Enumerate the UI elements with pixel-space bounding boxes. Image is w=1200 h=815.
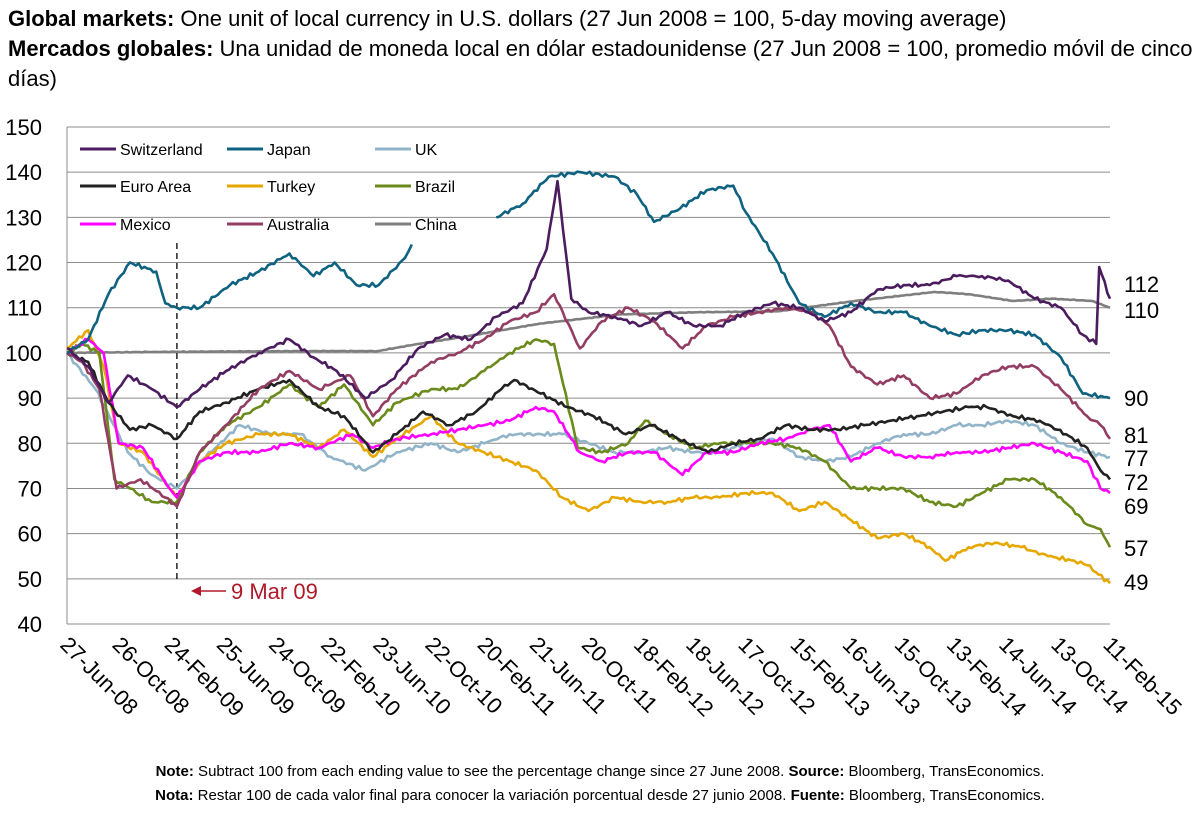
series-line-switzerland (66, 179, 1112, 409)
y-tick-label: 50 (18, 567, 42, 592)
end-value-label: 81 (1124, 423, 1148, 448)
y-tick-label: 120 (5, 251, 42, 276)
annotation: 9 Mar 09 (176, 243, 318, 604)
title-spanish: Mercados globales: Una unidad de moneda … (8, 34, 1193, 94)
series-line-uk (66, 351, 1111, 490)
y-tick-label: 110 (7, 296, 42, 321)
y-tick-label: 90 (18, 386, 42, 411)
end-value-label: 49 (1124, 570, 1148, 595)
legend-label: UK (415, 142, 438, 159)
legend-label: Euro Area (120, 179, 191, 196)
gridlines (66, 126, 1110, 625)
series-lines (66, 170, 1112, 585)
legend: Switzerland Japan UK Euro Area Turkey Brazil M… (80, 142, 457, 234)
fuente-text: Bloomberg, TransEconomics. (844, 787, 1045, 804)
line-chart: 40 50 60 70 80 90 100 110 120 130 140 150 27-Jun-08… (5, 115, 1186, 721)
series-line-china (66, 290, 1111, 355)
footnotes: Note: Subtract 100 from each ending valu… (0, 760, 1200, 808)
legend-label: Switzerland (120, 142, 203, 159)
source-label: Source: (788, 763, 845, 780)
note-label: Note: (155, 763, 194, 780)
y-tick-label: 40 (18, 612, 42, 637)
end-value-label: 72 (1124, 470, 1148, 495)
series-line-japan (66, 243, 413, 355)
y-tick-label: 140 (5, 160, 42, 185)
series-line-brazil (66, 338, 1112, 548)
end-value-label: 112 (1124, 272, 1159, 297)
title-english-text: One unit of local currency in U.S. dolla… (174, 6, 1007, 31)
annotation-arrowhead (191, 586, 201, 596)
legend-label: China (415, 217, 457, 234)
series-line-euro-area (66, 351, 1112, 481)
legend-label: Australia (267, 217, 329, 234)
title-english-bold: Global markets: (8, 6, 175, 31)
title-spanish-bold: Mercados globales: (8, 36, 214, 61)
series-line-japan (495, 170, 1111, 400)
series-line-mexico (66, 337, 1111, 499)
y-tick-label: 60 (18, 522, 42, 547)
note-text: Subtract 100 from each ending value to s… (193, 763, 789, 780)
annotation-label: 9 Mar 09 (231, 579, 318, 604)
end-value-label: 69 (1124, 494, 1148, 519)
y-tick-label: 80 (18, 431, 42, 456)
y-tick-label: 150 (5, 115, 42, 140)
series-line-australia (66, 292, 1112, 508)
fuente-label: Fuente: (790, 787, 845, 804)
note-english: Note: Subtract 100 from each ending valu… (0, 760, 1200, 784)
end-value-label: 90 (1124, 386, 1148, 411)
y-axis-ticks: 40 50 60 70 80 90 100 110 120 130 140 150 (5, 115, 42, 637)
y-tick-label: 130 (5, 205, 42, 230)
end-value-label: 110 (1124, 298, 1159, 323)
end-value-label: 57 (1124, 536, 1148, 561)
nota-text: Restar 100 de cada valor final para cono… (193, 787, 791, 804)
title-spanish-text: Una unidad de moneda local en dólar esta… (8, 36, 1193, 91)
x-axis-ticks: 27-Jun-0826-Oct-0824-Feb-0925-Jun-0924-O… (55, 632, 1186, 721)
series-line-turkey (66, 329, 1112, 585)
note-spanish: Nota: Restar 100 de cada valor final par… (0, 784, 1200, 808)
legend-label: Mexico (120, 217, 171, 234)
chart-title-block: Global markets: One unit of local curren… (8, 4, 1193, 94)
end-value-label: 77 (1124, 446, 1148, 471)
nota-label: Nota: (155, 787, 194, 804)
y-tick-label: 70 (18, 476, 42, 501)
legend-label: Japan (267, 142, 311, 159)
legend-label: Brazil (415, 179, 455, 196)
title-english: Global markets: One unit of local curren… (8, 4, 1193, 34)
source-text: Bloomberg, TransEconomics. (844, 763, 1045, 780)
legend-label: Turkey (267, 179, 315, 196)
y-tick-label: 100 (5, 341, 42, 366)
